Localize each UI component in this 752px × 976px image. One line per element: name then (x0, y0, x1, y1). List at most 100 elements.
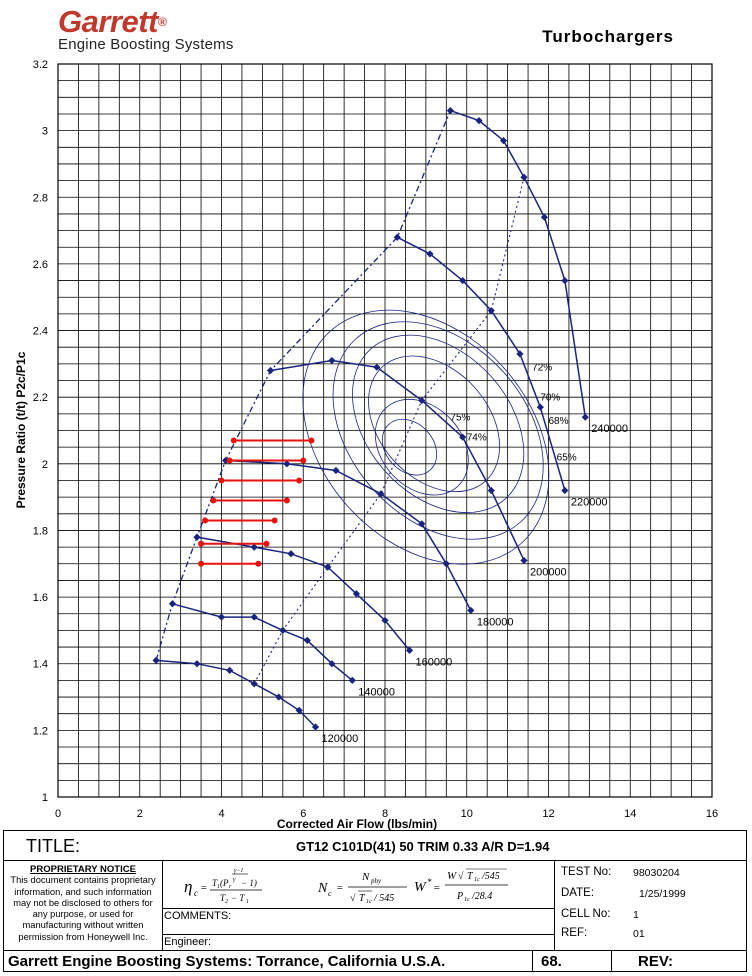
operating-point (308, 437, 315, 444)
speed-marker (193, 533, 201, 541)
svg-text:r: r (229, 884, 232, 890)
speed-marker (442, 560, 450, 568)
svg-text:γ−1: γ−1 (234, 868, 243, 874)
compressor-map-chart: 0 2 4 6 8 10 12 14 16 1 1.2 1.4 1.6 1.8 2 2.2 2.4 2.6 2.8 3… (14, 59, 718, 830)
speed-marker (168, 600, 177, 608)
speed-marker (303, 636, 311, 645)
speed-marker (324, 563, 332, 571)
efficiency-island (382, 418, 438, 476)
speed-lines: 120000 140000 160000 180000 200000 220000 2400… (152, 107, 628, 745)
company-line: Garrett Engine Boosting Systems: Torranc… (8, 953, 446, 970)
svg-text:2: 2 (225, 899, 228, 905)
notice-heading: PROPRIETARY NOTICE (30, 864, 136, 875)
svg-text:− 1): − 1) (241, 878, 257, 888)
operating-point (210, 497, 217, 504)
speed-marker (561, 486, 569, 495)
svg-text:phy: phy (370, 877, 382, 885)
speed-marker (405, 646, 414, 654)
svg-text:P: P (456, 891, 463, 902)
speed-line-120000 (156, 659, 317, 728)
efficiency-island (352, 334, 525, 513)
brand-logo: Garrett® (58, 4, 167, 39)
brand-subtitle: Engine Boosting Systems (58, 36, 234, 53)
document-title: Turbochargers (542, 27, 674, 46)
x-tick-label: 6 (300, 808, 306, 820)
speed-label: 200000 (530, 566, 567, 578)
svg-text:1: 1 (217, 884, 220, 890)
y-tick-label: 1.6 (33, 592, 48, 604)
operating-point (218, 477, 225, 484)
title-value: GT12 C101D(41) 50 TRIM 0.33 A/R D=1.94 (296, 839, 550, 854)
speed-marker (487, 486, 495, 495)
speed-marker (487, 306, 495, 315)
svg-text:/545: /545 (481, 871, 500, 882)
speed-marker (283, 460, 291, 468)
speed-marker (311, 723, 320, 731)
efficiency-label: 70% (540, 393, 560, 404)
speed-marker (520, 556, 528, 565)
operating-point (226, 457, 233, 464)
speed-label: 140000 (358, 686, 395, 698)
cell-no-value: 1 (633, 909, 639, 921)
plot-frame (57, 63, 713, 798)
efficiency-island (368, 355, 500, 493)
speed-marker (418, 520, 426, 528)
engineer-label: Engineer: (164, 936, 212, 948)
efficiency-label: 75% (450, 413, 470, 424)
efficiency-label: 74% (467, 432, 487, 443)
svg-text:N: N (361, 871, 370, 883)
proprietary-notice: PROPRIETARY NOTICE This document contain… (4, 860, 163, 950)
major-grid (57, 63, 713, 798)
operating-point (271, 517, 278, 524)
operating-point (296, 477, 303, 484)
svg-text:/ 545: / 545 (373, 893, 394, 904)
ref-label: REF: (561, 927, 588, 939)
speed-marker (217, 613, 226, 621)
speed-label: 240000 (591, 423, 628, 435)
x-tick-label: 0 (55, 808, 61, 820)
x-tick-label: 10 (461, 808, 473, 820)
y-tick-label: 1.4 (33, 659, 48, 671)
speed-marker (328, 356, 336, 365)
speed-marker (328, 660, 336, 668)
operating-lines (198, 437, 315, 567)
x-tick-label: 12 (542, 808, 554, 820)
title-block: TITLE: GT12 C101D(41) 50 TRIM 0.33 A/R D… (3, 830, 747, 972)
speed-marker (446, 107, 454, 115)
test-no-label: TEST No: (561, 866, 612, 878)
speed-marker (475, 117, 483, 125)
operating-point (202, 517, 209, 524)
svg-text:1c: 1c (474, 877, 480, 883)
speed-marker (352, 590, 360, 598)
x-tick-label: 16 (706, 808, 718, 820)
efficiency-island (302, 309, 550, 565)
speed-marker (295, 706, 303, 714)
company-row: Garrett Engine Boosting Systems: Torranc… (4, 950, 746, 972)
svg-text:√: √ (458, 871, 464, 882)
speed-marker (250, 680, 258, 688)
cell-no-label: CELL No: (561, 908, 611, 920)
x-tick-label: 4 (218, 808, 224, 820)
svg-text:(P: (P (220, 878, 229, 888)
test-specs: TEST No: 98030204 DATE: 1/25/1999 CELL N… (554, 860, 747, 950)
brand-block: Garrett® Engine Boosting Systems (58, 4, 234, 54)
operating-point (198, 540, 205, 547)
speed-marker (226, 666, 234, 674)
page-number: 68. (541, 953, 562, 970)
speed-marker (373, 363, 381, 371)
svg-text:− T: − T (231, 893, 245, 903)
speed-marker (516, 350, 524, 358)
operating-point (230, 437, 237, 444)
speed-marker (393, 233, 401, 241)
operating-point (283, 497, 290, 504)
y-tick-label: 2.2 (33, 392, 48, 404)
speed-marker (152, 656, 160, 664)
speed-label: 160000 (416, 656, 453, 668)
svg-text:T: T (359, 893, 366, 904)
test-no-value: 98030204 (633, 867, 680, 879)
svg-text:T: T (467, 871, 474, 882)
efficiency-label: 72% (532, 363, 552, 374)
y-tick-label: 1.2 (33, 725, 48, 737)
